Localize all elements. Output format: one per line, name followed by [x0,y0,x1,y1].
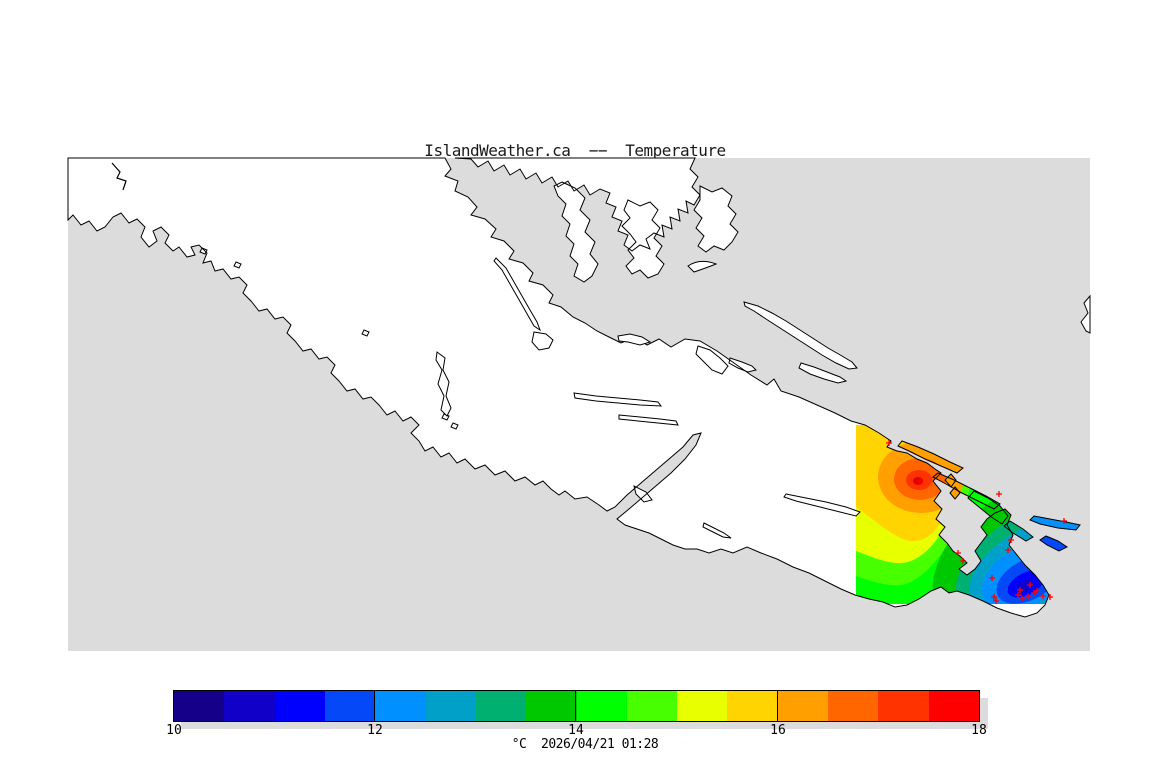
small-lake [531,331,554,351]
station-marker [1025,593,1031,599]
north-inlet-line [111,162,127,191]
colorbar-cell [777,691,829,721]
station-marker [989,575,995,581]
colorbar [173,690,980,722]
nitinat-lake [702,522,732,539]
station-marker [1027,582,1033,588]
station-marker [955,550,961,556]
colorbar-label-10: 10 [166,723,182,738]
colorbar-cell [174,691,225,721]
station-marker [1061,518,1067,524]
station-marker [996,491,1002,497]
colorbar-cell [576,691,627,721]
cowichan-lake [783,493,861,517]
colorbar-cell [324,691,376,721]
comox-lake [617,333,652,346]
colorbar-label-14: 14 [568,723,584,738]
station-marker [960,558,966,564]
colorbar-cell [425,691,476,721]
station-marker [917,478,923,484]
station-marker [1034,588,1040,594]
sproat-lake [618,414,679,426]
colorbar-tick-16 [777,690,778,722]
colorbar-label-16: 16 [770,723,786,738]
station-marker [1005,547,1011,553]
lakes-group [435,257,861,539]
station-marker [1017,587,1023,593]
colorbar-label-18: 18 [971,723,987,738]
colorbar-cell [878,691,929,721]
colorbar-cell [626,691,678,721]
colorbar-label-12: 12 [367,723,383,738]
station-marker [993,598,999,604]
colorbar-cell [274,691,325,721]
station-marker [1008,537,1014,543]
colorbar-cell [526,691,577,721]
station-markers-layer [886,440,1067,604]
station-marker [1047,594,1053,600]
buttle-lake [435,351,452,417]
colorbar-tick-14 [575,690,576,722]
station-marker [1040,593,1046,599]
station-marker [1019,595,1025,601]
great-central-lake [573,392,663,407]
colorbar-cell [928,691,979,721]
colorbar-tick-12 [374,690,375,722]
nimpkish-lake [493,257,542,332]
colorbar-cell [375,691,426,721]
colorbar-cell [475,691,527,721]
station-marker [1015,592,1021,598]
colorbar-cell [224,691,275,721]
station-marker [886,440,892,446]
page-title: IslandWeather.ca −− Temperature [424,141,726,160]
colorbar-unit-datetime: °C 2026/04/21 01:28 [511,737,659,752]
station-marker [991,594,997,600]
colorbar-cell [828,691,879,721]
colorbar-cell [727,691,778,721]
colorbar-cell [677,691,728,721]
